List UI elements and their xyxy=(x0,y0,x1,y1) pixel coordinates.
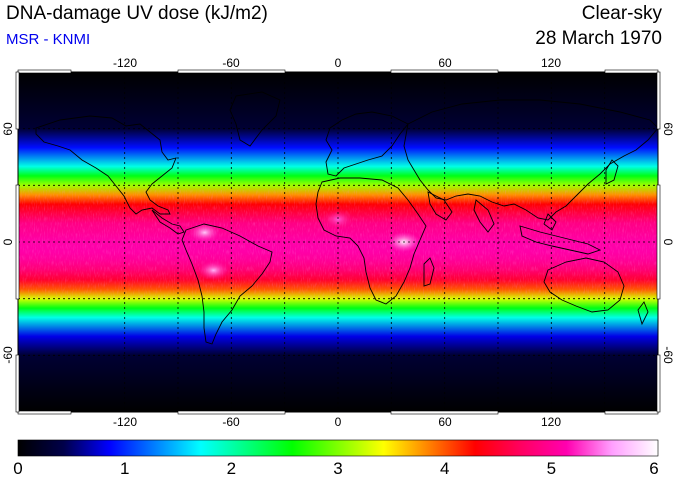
coast-new-zealand xyxy=(637,301,649,326)
lat-label-right-0: 0 xyxy=(661,239,675,246)
lat-label-right-m60: -60 xyxy=(661,346,675,364)
colorbar-label-5: 5 xyxy=(547,459,556,478)
colorbar-label-3: 3 xyxy=(333,459,342,478)
lon-label-top-m120: -120 xyxy=(113,56,137,70)
colorbar-label-2: 2 xyxy=(227,459,236,478)
lon-labels-top: -120 -60 0 60 120 xyxy=(113,56,561,70)
frame-ticks xyxy=(15,69,661,415)
sky-condition-label: Clear-sky xyxy=(581,3,662,24)
date-label: 28 March 1970 xyxy=(535,28,662,49)
uv-hotspot xyxy=(197,260,230,281)
lat-label-left-60: 60 xyxy=(1,122,15,136)
lon-label-top-m60: -60 xyxy=(222,56,240,70)
lat-label-left-0: 0 xyxy=(1,238,15,245)
uv-hotspot xyxy=(322,209,354,230)
gridlines xyxy=(18,72,658,412)
lon-label-top-120: 120 xyxy=(541,56,561,70)
lat-label-right-60: 60 xyxy=(661,122,675,136)
colorbar-label-4: 4 xyxy=(440,459,449,478)
uv-hotspot xyxy=(188,222,221,243)
coastlines xyxy=(35,91,658,345)
colorbar-labels: 0 1 2 3 4 5 6 xyxy=(13,459,658,478)
lat-labels-left: 60 0 -60 xyxy=(1,122,15,364)
coast-north-america xyxy=(35,115,177,215)
coast-arabia-india xyxy=(427,191,495,233)
colorbar-label-6: 6 xyxy=(649,459,658,478)
lon-label-bottom-m60: -60 xyxy=(222,415,240,429)
lon-label-top-0: 0 xyxy=(335,56,342,70)
map-title: DNA-damage UV dose (kJ/m2) xyxy=(6,3,268,24)
coast-south-america xyxy=(181,223,273,345)
colorbar-label-0: 0 xyxy=(13,459,22,478)
lon-label-bottom-60: 60 xyxy=(438,415,452,429)
lon-label-bottom-m120: -120 xyxy=(113,415,137,429)
lon-label-bottom-0: 0 xyxy=(335,415,342,429)
coast-europe xyxy=(325,111,409,177)
coast-central-america xyxy=(151,209,185,235)
coast-indonesia xyxy=(519,213,602,255)
coast-greenland xyxy=(229,91,281,147)
lat-labels-right: 60 0 -60 xyxy=(661,122,675,364)
lat-label-left-m60: -60 xyxy=(1,346,15,364)
coast-madagascar xyxy=(423,257,435,287)
coast-australia xyxy=(543,257,625,313)
coast-asia xyxy=(403,99,658,221)
source-label: MSR - KNMI xyxy=(6,31,91,48)
colorbar xyxy=(17,439,659,457)
lon-label-bottom-120: 120 xyxy=(541,415,561,429)
colorbar-label-1: 1 xyxy=(120,459,129,478)
coast-africa xyxy=(315,177,427,305)
coast-japan xyxy=(605,159,619,185)
lon-label-top-60: 60 xyxy=(438,56,452,70)
lon-labels-bottom: -120 -60 0 60 120 xyxy=(113,415,561,429)
